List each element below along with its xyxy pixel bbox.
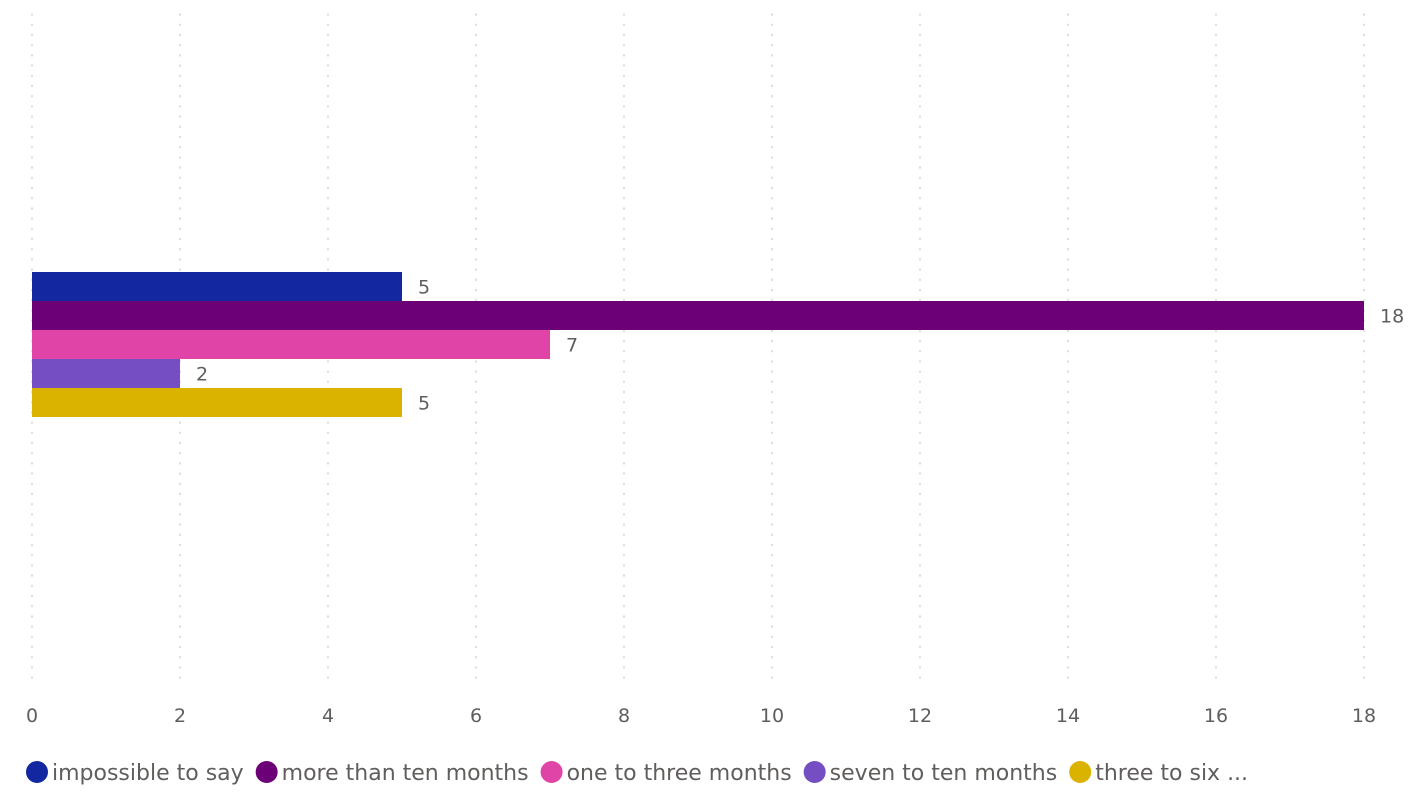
legend-marker [803, 761, 826, 783]
gridlines [31, 13, 1365, 685]
x-tick-label: 6 [470, 705, 482, 727]
bar-value-label: 18 [1380, 306, 1404, 328]
bar-value-label: 5 [418, 277, 430, 299]
legend-marker [540, 761, 563, 783]
x-tick-label: 10 [760, 705, 784, 727]
x-tick-label: 0 [26, 705, 38, 727]
x-tick-label: 2 [174, 705, 186, 727]
legend-marker [255, 761, 278, 783]
x-tick-label: 8 [618, 705, 630, 727]
legend-marker [26, 761, 48, 783]
data-labels: 5 18 7 2 5 [196, 277, 1404, 415]
x-tick-label: 18 [1352, 705, 1376, 727]
bars [32, 272, 1364, 417]
x-tick-label: 14 [1056, 705, 1080, 727]
legend-marker [1069, 761, 1092, 783]
x-tick-label: 4 [322, 705, 334, 727]
legend-label: three to six ... [1095, 761, 1248, 786]
legend-item[interactable]: one to three months [540, 761, 792, 786]
legend-label: impossible to say [52, 761, 244, 786]
legend-item[interactable]: three to six ... [1069, 761, 1248, 786]
bar-value-label: 2 [196, 364, 208, 386]
bar[interactable] [32, 330, 550, 359]
bar[interactable] [32, 301, 1364, 330]
bar[interactable] [32, 272, 402, 301]
x-tick-label: 16 [1204, 705, 1228, 727]
legend-label: seven to ten months [830, 761, 1058, 786]
x-axis: 0 2 4 6 8 10 12 14 16 18 [26, 705, 1376, 727]
bar-value-label: 7 [566, 335, 578, 357]
bar[interactable] [32, 359, 180, 388]
legend-item[interactable]: seven to ten months [803, 761, 1058, 786]
legend-item[interactable]: more than ten months [255, 761, 529, 786]
x-tick-label: 12 [908, 705, 932, 727]
bar[interactable] [32, 388, 402, 417]
legend-label: more than ten months [282, 761, 529, 786]
bar-value-label: 5 [418, 393, 430, 415]
legend-label: one to three months [567, 761, 792, 786]
legend-item[interactable]: impossible to say [26, 761, 244, 786]
legend: impossible to say more than ten months one… [26, 761, 1248, 786]
